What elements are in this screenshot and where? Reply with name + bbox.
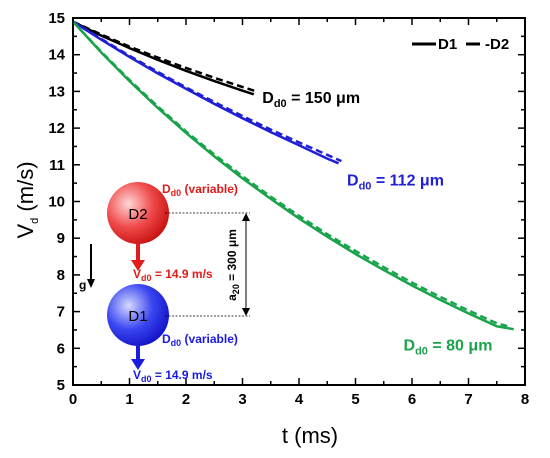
upper-droplet-label: D2 <box>128 206 147 223</box>
series-2-label: Dd0 = 80 μm <box>404 338 493 358</box>
curve-labels: Dd0 = 150 μm Dd0 = 112 μm Dd0 = 80 μm <box>262 90 492 358</box>
lower-droplet <box>107 284 169 346</box>
lower-droplet-velocity: Vd0 = 14.9 m/s <box>133 368 213 384</box>
x-axis-label: t (ms) <box>282 423 338 448</box>
spacing-label: a20 = 300 μm <box>225 229 241 301</box>
x-tick-label: 5 <box>351 391 359 408</box>
x-tick-label: 4 <box>295 391 304 408</box>
x-tick-label: 0 <box>69 391 77 408</box>
series-2-d1-line <box>72 20 514 331</box>
x-tick-label: 7 <box>464 391 472 408</box>
series-2-d2-line <box>72 20 509 328</box>
legend-d2-label: -D2 <box>485 36 509 53</box>
series-1-label: Dd0 = 112 μm <box>347 172 444 192</box>
y-tick-label: 8 <box>57 267 65 284</box>
x-tick-label: 2 <box>182 391 190 408</box>
y-tick-label: 13 <box>48 83 65 100</box>
upper-velocity-arrow-head <box>131 260 145 271</box>
y-tick-label: 9 <box>57 230 65 247</box>
y-tick-label: 6 <box>57 340 65 357</box>
y-tick-label: 15 <box>48 10 65 27</box>
x-tick-label: 3 <box>238 391 246 408</box>
upper-droplet-size: Dd0 (variable) <box>162 182 238 198</box>
y-axis-label-unit: (m/s) <box>13 161 38 217</box>
y-tick-label: 12 <box>48 120 65 137</box>
upper-droplet <box>107 182 169 244</box>
lower-droplet-size: Dd0 (variable) <box>162 332 238 348</box>
y-tick-label: 10 <box>48 194 65 211</box>
droplet-inset: D2 Dd0 (variable) Vd0 = 14.9 m/s D1 Dd0 … <box>79 182 250 384</box>
y-tick-label: 14 <box>48 47 65 64</box>
legend: D1 -D2 <box>412 36 509 53</box>
y-axis-label: Vd (m/s) <box>13 161 41 238</box>
series-0-d2-line <box>72 20 257 93</box>
y-tick-label: 7 <box>57 304 65 321</box>
x-tick-label: 8 <box>521 391 529 408</box>
y-axis-label-sub: d <box>29 218 41 224</box>
lower-droplet-label: D1 <box>128 308 147 325</box>
series-0-d1-line <box>72 20 255 96</box>
series-0-label: Dd0 = 150 μm <box>262 90 360 110</box>
x-tick-label: 6 <box>408 391 416 408</box>
spacing-arrow-bottom <box>242 308 250 316</box>
x-tick-label: 1 <box>125 391 133 408</box>
spacing-arrow-top <box>242 213 250 221</box>
gravity-arrow-head <box>87 279 95 288</box>
upper-droplet-velocity: Vd0 = 14.9 m/s <box>133 267 213 283</box>
lower-velocity-arrow-head <box>131 359 145 370</box>
curves <box>72 20 514 331</box>
y-tick-label: 11 <box>49 157 65 174</box>
y-tick-label: 5 <box>57 377 65 394</box>
legend-d1-label: D1 <box>438 36 457 53</box>
gravity-label: g <box>79 278 86 292</box>
series-1-d1-line <box>72 20 340 165</box>
